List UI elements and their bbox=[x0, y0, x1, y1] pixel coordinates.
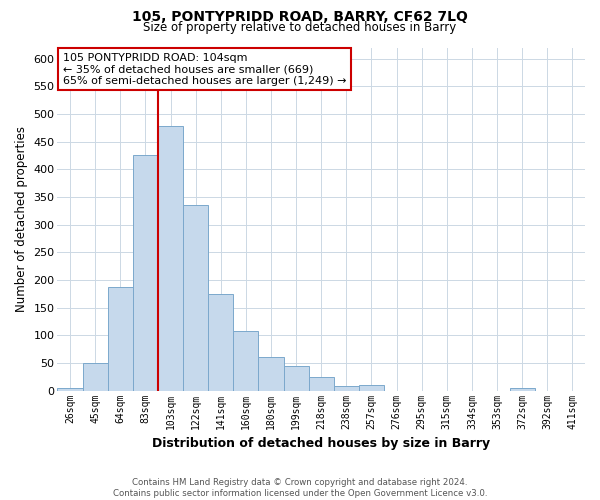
Bar bbox=[308, 377, 334, 390]
Bar bbox=[133, 156, 158, 390]
Bar bbox=[284, 366, 308, 390]
Bar bbox=[334, 386, 359, 390]
Bar bbox=[108, 286, 133, 391]
Text: Size of property relative to detached houses in Barry: Size of property relative to detached ho… bbox=[143, 21, 457, 34]
Text: 105 PONTYPRIDD ROAD: 104sqm
← 35% of detached houses are smaller (669)
65% of se: 105 PONTYPRIDD ROAD: 104sqm ← 35% of det… bbox=[63, 52, 346, 86]
Bar bbox=[233, 332, 259, 390]
X-axis label: Distribution of detached houses by size in Barry: Distribution of detached houses by size … bbox=[152, 437, 490, 450]
Bar bbox=[359, 384, 384, 390]
Bar bbox=[509, 388, 535, 390]
Bar bbox=[183, 205, 208, 390]
Text: Contains HM Land Registry data © Crown copyright and database right 2024.
Contai: Contains HM Land Registry data © Crown c… bbox=[113, 478, 487, 498]
Text: 105, PONTYPRIDD ROAD, BARRY, CF62 7LQ: 105, PONTYPRIDD ROAD, BARRY, CF62 7LQ bbox=[132, 10, 468, 24]
Bar bbox=[158, 126, 183, 390]
Bar bbox=[58, 388, 83, 390]
Y-axis label: Number of detached properties: Number of detached properties bbox=[15, 126, 28, 312]
Bar bbox=[259, 358, 284, 390]
Bar bbox=[83, 363, 108, 390]
Bar bbox=[208, 294, 233, 390]
